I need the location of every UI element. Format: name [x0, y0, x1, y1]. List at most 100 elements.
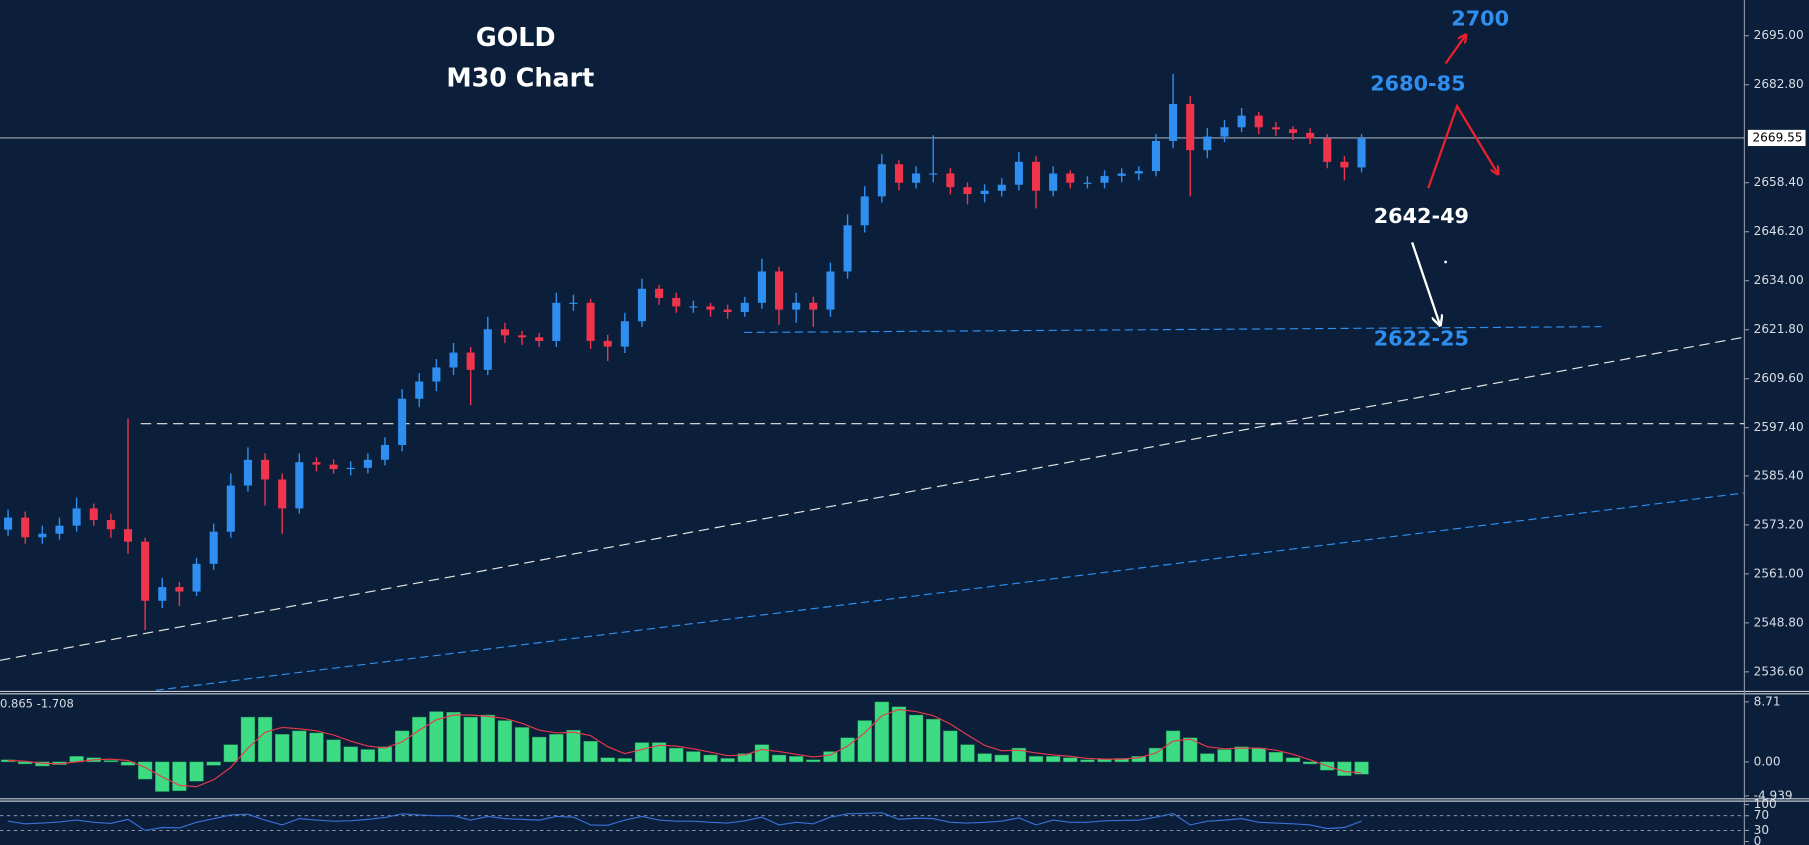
candle-body: [620, 321, 629, 347]
candle-body: [1237, 115, 1246, 128]
panel: [0, 701, 1369, 792]
histogram-bar: [497, 720, 513, 763]
plot-area: 2695.00 2682.80 2658.40 2646.20 2634.00 2621.…: [0, 28, 1806, 845]
y-tick-label: 2561.00: [1754, 566, 1804, 580]
histogram-bar: [771, 754, 787, 763]
histogram-bar: [943, 730, 958, 763]
candle-body: [877, 164, 886, 197]
annotation: 2700: [1451, 7, 1509, 31]
candle-body: [295, 462, 304, 509]
candle-body: [637, 288, 647, 322]
candle-body: [1340, 161, 1349, 168]
histogram-bar: [806, 759, 821, 763]
histogram-bar: [514, 727, 530, 763]
histogram-bar: [206, 761, 221, 766]
histogram-bar: [18, 761, 33, 765]
y-tick-label: 2621.80: [1754, 322, 1804, 336]
candle-body: [175, 587, 184, 592]
histogram-bar: [874, 701, 889, 763]
candle-body: [1151, 140, 1160, 172]
candle-body: [894, 164, 904, 183]
y-tick-label: 2658.40: [1754, 175, 1804, 189]
candle-body: [209, 531, 218, 564]
candle-body: [21, 517, 30, 538]
candle-body: [757, 271, 766, 303]
histogram-bar: [1114, 758, 1129, 763]
candle-body: [672, 297, 681, 307]
histogram-bar: [754, 744, 770, 763]
candle-body: [826, 271, 835, 310]
y-tick-label: 2585.40: [1754, 468, 1804, 482]
candle-body: [1271, 127, 1280, 130]
histogram-bar: [240, 716, 256, 763]
histogram-bar: [857, 720, 872, 763]
candle-body: [1134, 171, 1143, 174]
histogram-bar: [634, 742, 650, 763]
y-tick-label: 100: [1754, 797, 1777, 811]
candle-body: [1186, 104, 1195, 151]
arrow: [1444, 36, 1466, 65]
histogram-bar: [703, 754, 718, 763]
histogram-bar: [960, 744, 975, 763]
candle-body: [1117, 173, 1126, 176]
candle-body: [860, 196, 869, 226]
histogram-bar: [326, 739, 341, 763]
histogram-bar: [1285, 757, 1301, 763]
candle-body: [1083, 182, 1092, 184]
histogram-bar: [1011, 747, 1027, 763]
candle-body: [1100, 175, 1109, 183]
histogram-bar: [172, 761, 187, 792]
histogram-bar: [994, 754, 1009, 763]
histogram-bar: [1028, 756, 1044, 763]
histogram-bar: [926, 718, 941, 763]
candle-body: [106, 520, 115, 530]
arrow: [1427, 103, 1497, 189]
histogram-bar: [394, 730, 410, 763]
candle-body: [655, 288, 664, 298]
y-tick-label: -4.939: [1754, 788, 1793, 802]
current-price-label: 2669.55: [1752, 130, 1802, 144]
histogram-bar: [549, 734, 564, 763]
candle-body: [1031, 161, 1041, 191]
histogram-bar: [1268, 751, 1284, 763]
candle-body: [261, 459, 270, 480]
level-line: [744, 326, 1602, 334]
candle-body: [980, 190, 989, 194]
y-tick-label: 2695.00: [1754, 28, 1804, 42]
arrow: [1411, 242, 1440, 324]
histogram-bar: [908, 714, 924, 763]
histogram-bar: [103, 760, 119, 763]
histogram-bar: [292, 730, 307, 763]
indicator-line: [7, 812, 1362, 832]
histogram-bar: [1337, 761, 1352, 776]
indicator-label: 0.865 -1.708: [0, 697, 74, 711]
annotation: 2642-49: [1374, 204, 1469, 228]
candle-body: [449, 352, 458, 368]
candle-body: [586, 302, 595, 341]
y-tick-label: 8.71: [1754, 694, 1781, 708]
annotation: 2622-25: [1374, 326, 1469, 350]
histogram-bar: [617, 758, 632, 763]
candle-body: [1169, 104, 1178, 141]
candle-body: [1306, 132, 1315, 139]
histogram-bar: [823, 751, 838, 763]
histogram-bar: [275, 734, 290, 763]
histogram-bar: [686, 751, 701, 763]
histogram-bar: [1217, 749, 1232, 763]
y-tick-label: 2609.60: [1754, 371, 1804, 385]
histogram-bar: [566, 729, 581, 763]
y-tick-label: 0.00: [1754, 754, 1781, 768]
candle-body: [346, 467, 355, 470]
histogram-bar: [1063, 757, 1078, 763]
y-tick-label: 30: [1754, 823, 1769, 837]
candle-body: [997, 184, 1006, 191]
histogram-bar: [223, 744, 238, 763]
histogram-bar: [463, 716, 478, 763]
histogram-bar: [737, 753, 752, 763]
y-tick-label: 70: [1754, 808, 1769, 822]
histogram-bar: [1200, 753, 1215, 763]
candle-body: [1254, 115, 1263, 128]
chart-title: GOLD: [476, 22, 556, 52]
